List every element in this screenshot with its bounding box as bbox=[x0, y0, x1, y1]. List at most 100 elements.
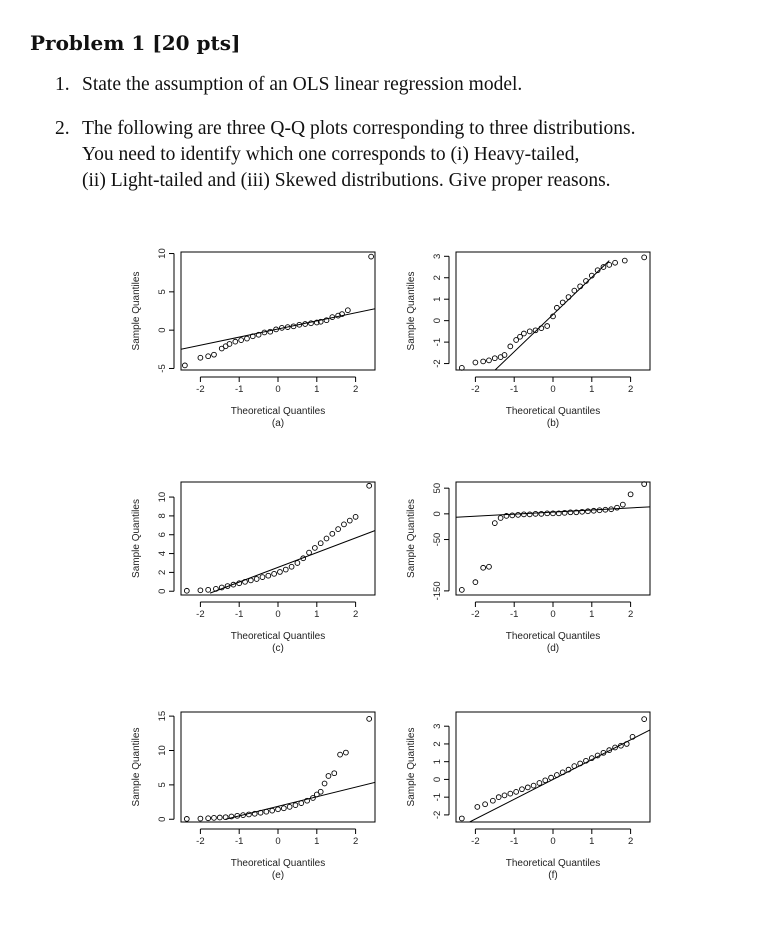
qq-point bbox=[544, 510, 551, 517]
y-tick-label: 50 bbox=[432, 483, 443, 494]
qq-point bbox=[247, 577, 254, 584]
plot-frame bbox=[455, 251, 651, 371]
qq-point bbox=[329, 314, 336, 320]
qq-point bbox=[513, 337, 519, 343]
qq-point bbox=[600, 264, 607, 270]
qq-plot: -2 -1 0 1 2 -5 0 5 10 Theoretical Quantiles(a) Sam… bbox=[131, 248, 376, 429]
question-list: 1. State the assumption of an OLS linear… bbox=[55, 72, 745, 212]
y-tick-label: -1 bbox=[432, 793, 443, 801]
qq-point bbox=[368, 253, 374, 260]
plot-caption: (f) bbox=[548, 870, 557, 881]
qq-point bbox=[259, 574, 266, 580]
qq-point bbox=[588, 755, 595, 761]
qq-point bbox=[491, 355, 498, 362]
y-tick-label: 4 bbox=[157, 551, 168, 556]
qq-plot: -2 -1 0 1 2 0 2 4 6 8 10 Theoretical Quantiles(c) Sa… bbox=[131, 481, 376, 654]
qq-point bbox=[321, 780, 328, 787]
qq-point bbox=[567, 509, 574, 516]
qq-point bbox=[606, 747, 613, 753]
qq-plot: -2 -1 0 1 2 -2 -1 0 1 2 3 Theoretical Quantiles(b) S… bbox=[406, 251, 651, 429]
qq-point bbox=[211, 815, 217, 821]
qq-point bbox=[602, 506, 609, 513]
qq-point bbox=[497, 515, 504, 521]
y-tick-label: 15 bbox=[157, 711, 168, 722]
plot-frame bbox=[180, 481, 376, 596]
qq-point bbox=[331, 770, 338, 777]
x-tick-label: 2 bbox=[353, 836, 358, 847]
qq-point bbox=[197, 354, 204, 361]
qq-point bbox=[230, 581, 237, 588]
qq-point bbox=[627, 491, 634, 498]
qq-point bbox=[271, 570, 277, 577]
plot-frame bbox=[180, 251, 376, 371]
plot-caption: (c) bbox=[272, 643, 284, 654]
qq-point bbox=[366, 716, 373, 722]
qq-point bbox=[246, 811, 252, 818]
qq-reference-line bbox=[456, 506, 650, 518]
qq-point bbox=[618, 742, 624, 749]
qq-point bbox=[474, 804, 481, 810]
qq-point bbox=[565, 294, 572, 300]
qq-point bbox=[251, 810, 258, 817]
y-axis-title: Sample Quantiles bbox=[406, 728, 417, 807]
y-tick-label: 6 bbox=[157, 532, 168, 537]
qq-point bbox=[472, 579, 479, 586]
qq-point bbox=[606, 262, 613, 268]
qq-point bbox=[300, 555, 307, 562]
x-tick-label: -1 bbox=[510, 384, 518, 395]
qq-point bbox=[308, 320, 314, 327]
qq-point bbox=[310, 795, 316, 801]
y-tick-label: -5 bbox=[157, 364, 168, 372]
qq-point bbox=[273, 326, 279, 333]
qq-point bbox=[503, 513, 510, 519]
x-axis-title: Theoretical Quantiles bbox=[231, 631, 326, 642]
qq-point bbox=[507, 790, 514, 797]
qq-point bbox=[530, 782, 537, 789]
qq-point bbox=[277, 569, 283, 575]
x-tick-label: -2 bbox=[196, 609, 204, 620]
qq-point bbox=[619, 501, 626, 508]
qq-point bbox=[571, 287, 578, 294]
x-axis-title: Theoretical Quantiles bbox=[231, 858, 326, 869]
question-text: State the assumption of an OLS linear re… bbox=[82, 72, 745, 98]
y-axis-title: Sample Quantiles bbox=[131, 728, 142, 807]
qq-point bbox=[211, 351, 217, 358]
y-tick-label: 0 bbox=[157, 589, 168, 594]
qq-point bbox=[550, 510, 556, 517]
qq-point bbox=[524, 784, 531, 791]
qq-point bbox=[337, 751, 343, 758]
x-tick-label: 2 bbox=[628, 609, 633, 620]
qq-point bbox=[242, 578, 248, 585]
qq-point bbox=[612, 744, 618, 751]
qq-point bbox=[482, 801, 488, 808]
x-tick-label: -2 bbox=[471, 384, 479, 395]
y-tick-label: 5 bbox=[157, 782, 168, 787]
qq-point bbox=[517, 333, 523, 340]
y-axis-title: Sample Quantiles bbox=[131, 272, 142, 351]
qq-point bbox=[222, 814, 229, 821]
y-tick-label: 3 bbox=[432, 724, 443, 729]
qq-point bbox=[554, 772, 560, 778]
qq-point bbox=[538, 510, 545, 517]
plot-frame bbox=[455, 711, 651, 823]
x-axis-title: Theoretical Quantiles bbox=[506, 858, 601, 869]
qq-point bbox=[641, 716, 648, 722]
qq-point bbox=[213, 586, 219, 592]
qq-point bbox=[317, 318, 324, 325]
qq-point bbox=[313, 791, 320, 798]
qq-point bbox=[313, 319, 320, 326]
qq-point bbox=[583, 757, 589, 764]
qq-point bbox=[486, 357, 492, 364]
qq-point bbox=[197, 587, 204, 594]
qq-point bbox=[226, 341, 233, 347]
qq-point bbox=[585, 508, 591, 515]
problem-title: Problem 1 [20 pts] bbox=[30, 31, 241, 55]
qq-plot: -2 -1 0 1 2 0 5 10 15 Theoretical Quantiles(e) Sam… bbox=[131, 711, 376, 881]
y-tick-label: 1 bbox=[432, 297, 443, 302]
x-tick-label: -1 bbox=[235, 384, 243, 395]
y-tick-label: 2 bbox=[432, 741, 443, 746]
y-tick-label: 8 bbox=[157, 513, 168, 518]
question-number: 1. bbox=[55, 74, 70, 95]
qq-point bbox=[182, 362, 188, 369]
qq-point bbox=[532, 327, 539, 334]
